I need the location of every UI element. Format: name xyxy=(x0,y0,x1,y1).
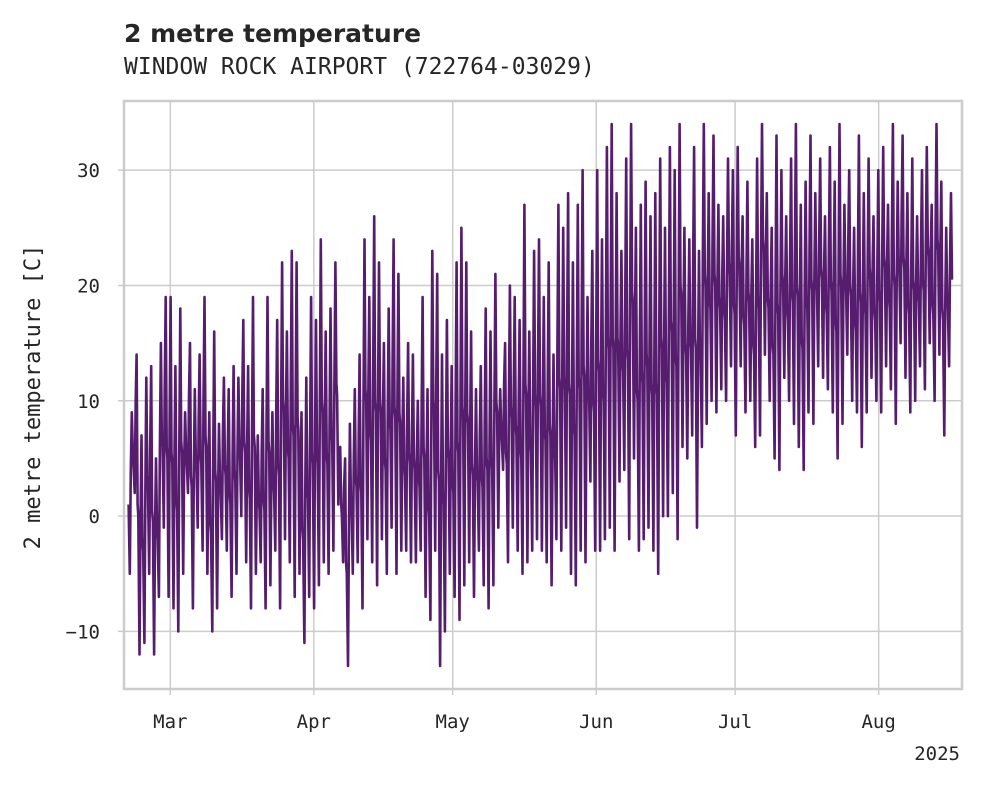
chart-subtitle: WINDOW ROCK AIRPORT (722764-03029) xyxy=(124,54,595,80)
y-tick-label: 0 xyxy=(89,506,100,528)
x-tick-label: Mar xyxy=(153,711,187,733)
chart-title: 2 metre temperature xyxy=(124,19,421,48)
y-axis-ticks: −10 0 10 20 30 xyxy=(66,160,100,643)
x-tick-label: Jul xyxy=(718,711,752,733)
y-tick-label: 10 xyxy=(77,391,100,413)
y-tick-label: 20 xyxy=(77,275,100,297)
plot-frame xyxy=(122,99,964,691)
x-axis-year-label: 2025 xyxy=(914,743,960,765)
x-tick-label: Apr xyxy=(297,711,331,733)
x-axis-ticks: Mar Apr May Jun Jul Aug xyxy=(153,711,896,733)
x-tick-label: Jun xyxy=(579,711,613,733)
y-tick-label: −10 xyxy=(66,621,100,643)
y-axis-label: 2 metre temperature [C] xyxy=(21,245,46,550)
x-tick-label: Aug xyxy=(861,711,895,733)
y-tick-label: 30 xyxy=(77,160,100,182)
series-layer xyxy=(127,122,954,668)
series-line xyxy=(127,122,954,668)
x-tick-label: May xyxy=(436,711,470,733)
